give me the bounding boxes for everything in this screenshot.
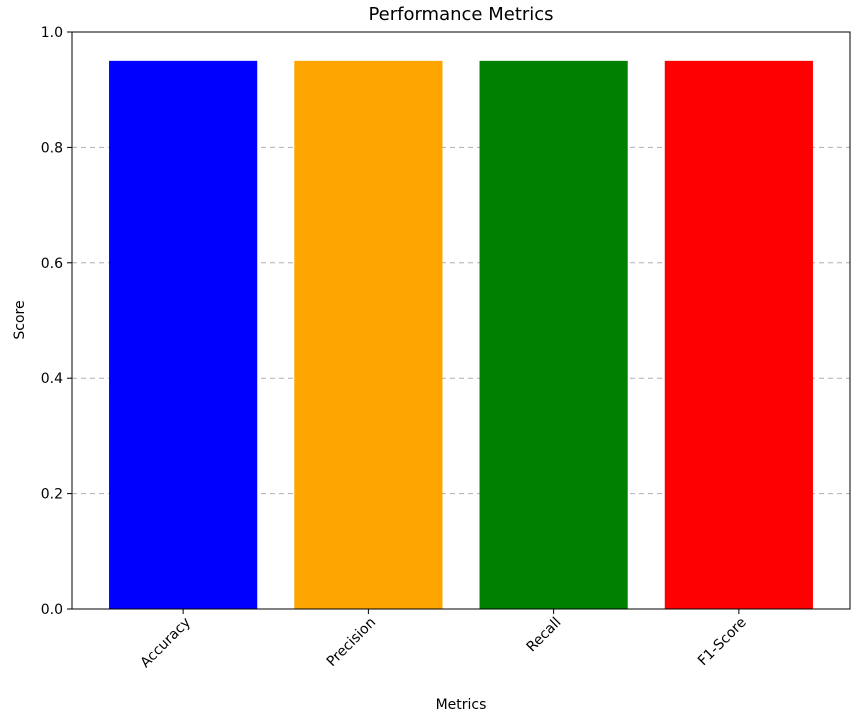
y-axis-ticks: 0.0 0.2 0.4 0.6 0.8 1.0 — [41, 25, 72, 618]
bar-precision — [294, 60, 443, 610]
y-tick-label: 0.2 — [41, 487, 63, 503]
y-axis-label: Score — [12, 300, 28, 339]
x-tick-label: F1-Score — [695, 615, 750, 670]
bar-recall — [479, 60, 628, 610]
bar-f1-score — [664, 60, 813, 610]
y-tick-label: 0.0 — [41, 602, 63, 618]
y-tick-label: 0.6 — [41, 256, 63, 272]
y-tick-label: 0.8 — [41, 140, 63, 156]
x-tick-label: Accuracy — [137, 615, 194, 672]
chart-title: Performance Metrics — [368, 4, 553, 25]
bars — [109, 60, 813, 610]
x-tick-label: Precision — [324, 615, 379, 670]
x-tick-label: Recall — [524, 615, 565, 656]
bar-accuracy — [109, 60, 258, 610]
y-tick-label: 1.0 — [41, 25, 63, 41]
y-tick-label: 0.4 — [41, 371, 63, 387]
plot-frame — [71, 31, 851, 610]
x-axis-label: Metrics — [436, 697, 487, 713]
x-axis-ticks: Accuracy Precision Recall F1-Score — [137, 609, 750, 672]
